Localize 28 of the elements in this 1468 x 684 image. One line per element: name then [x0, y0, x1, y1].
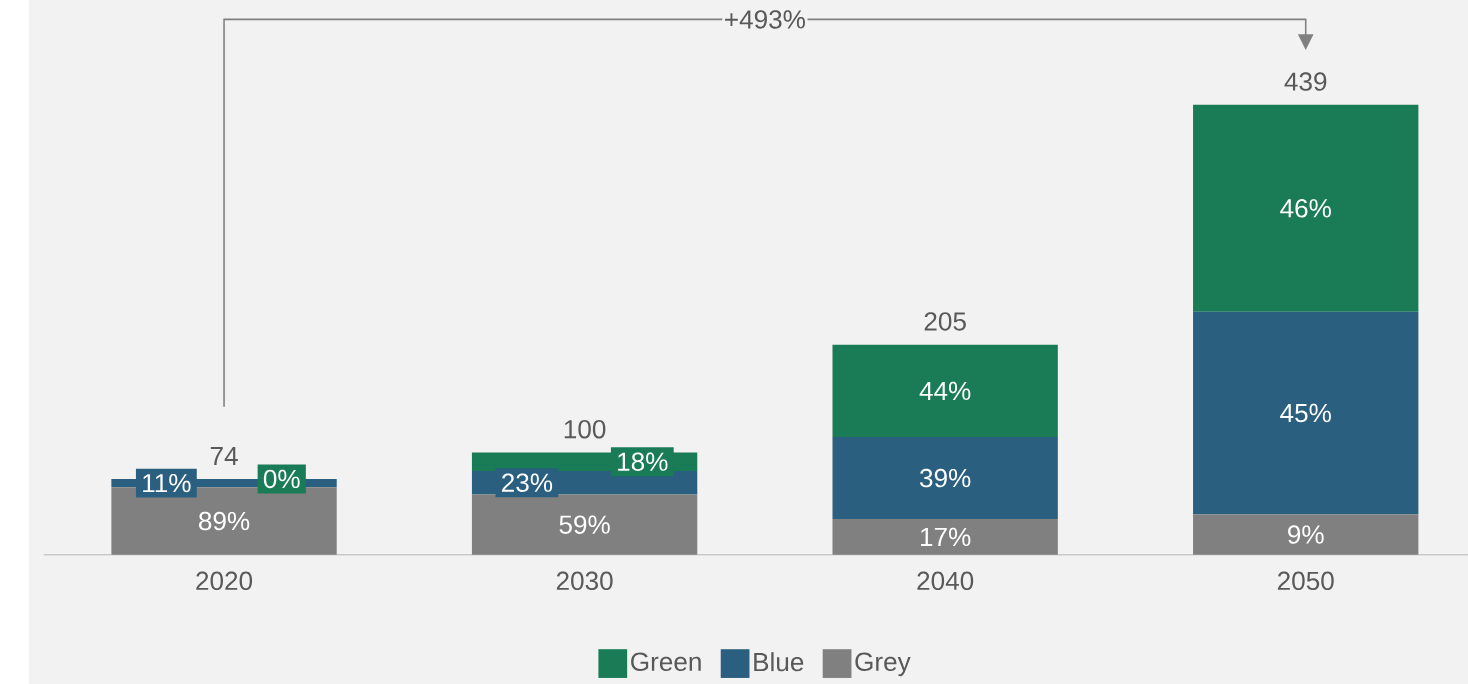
annotation: 45%: [1280, 403, 1331, 423]
x-tick-label: 2040: [917, 571, 974, 591]
annotation: 39%: [920, 468, 971, 488]
x-tick-label: 2030: [556, 571, 613, 591]
legend-label: Grey: [855, 652, 911, 677]
annotation: 9%: [1288, 525, 1324, 544]
bar: [1193, 311, 1419, 515]
bar: [832, 344, 1058, 438]
legend-label: Green: [631, 652, 701, 671]
annotation: 23%: [502, 473, 553, 492]
annotation: 59%: [559, 515, 610, 534]
text: +493%: [725, 10, 805, 29]
x-tick-label: 2050: [1277, 571, 1334, 591]
bar: [1193, 104, 1419, 312]
bar: [832, 437, 1058, 519]
annotation: 11%: [143, 473, 191, 493]
annotation: 17%: [920, 527, 971, 546]
legend-label: Blue: [754, 652, 804, 672]
x-tick-label: 2020: [196, 571, 253, 591]
annotation: 74: [210, 446, 238, 465]
annotation: 100: [564, 419, 606, 439]
annotation: 44%: [919, 381, 971, 400]
annotation: 18%: [618, 452, 668, 471]
annotation: 439: [1284, 72, 1327, 91]
annotation: 46%: [1280, 198, 1331, 218]
annotation: 0%: [263, 469, 300, 489]
annotation: 205: [924, 312, 966, 331]
annotation: 89%: [199, 511, 250, 531]
